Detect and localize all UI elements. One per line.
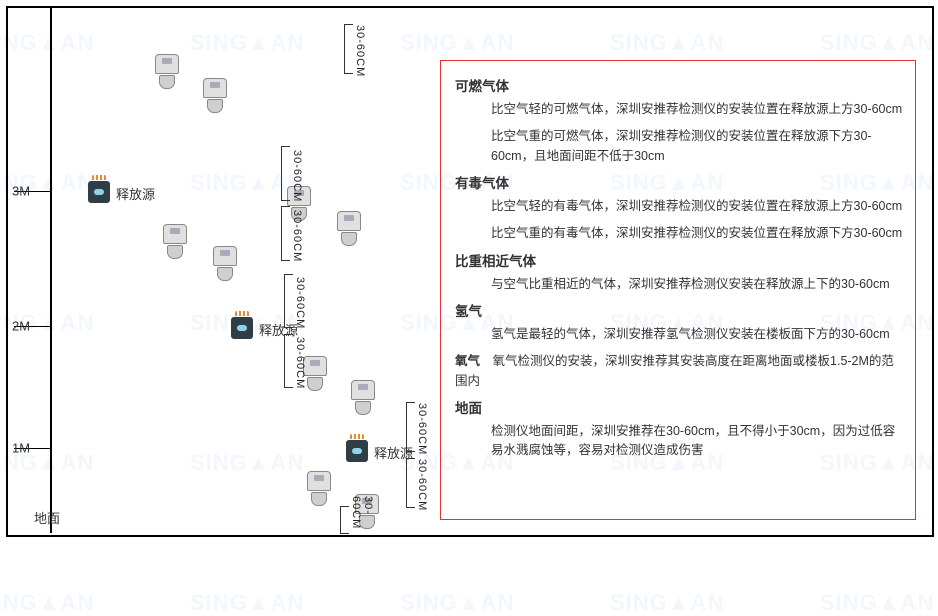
- dimension-label: 30-60CM: [416, 403, 428, 455]
- watermark-text: SING▲AN: [610, 590, 724, 616]
- dimension-bracket: [406, 458, 415, 508]
- dimension-bracket: [281, 206, 290, 261]
- watermark-text: SING▲AN: [0, 590, 94, 616]
- release-source-icon: [88, 181, 110, 203]
- dimension-bracket: [344, 24, 353, 74]
- release-source-label: 释放源: [116, 184, 155, 203]
- y-tick-label: 2M: [12, 319, 30, 334]
- ground-label: 地面: [34, 508, 60, 527]
- detector-icon: [212, 246, 238, 280]
- y-axis: [50, 6, 52, 533]
- dimension-label: 30-60CM: [416, 459, 428, 511]
- watermark-text: SING▲AN: [190, 590, 304, 616]
- detector-icon: [202, 78, 228, 112]
- detector-icon: [350, 380, 376, 414]
- dimension-label: 30-60CM: [294, 337, 306, 389]
- dimension-bracket: [284, 274, 293, 328]
- dimension-label: 30-60CM: [291, 210, 303, 262]
- dimension-label: 30-60CM: [354, 25, 366, 77]
- y-tick-label: 1M: [12, 441, 30, 456]
- detector-icon: [306, 471, 332, 505]
- detector-icon: [154, 54, 180, 88]
- y-tick-label: 3M: [12, 184, 30, 199]
- dimension-label: 30-60CM: [350, 496, 374, 533]
- dimension-bracket: [281, 146, 290, 201]
- watermark-text: SING▲AN: [400, 590, 514, 616]
- detector-icon: [336, 211, 362, 245]
- dimension-label: 30-60CM: [294, 277, 306, 329]
- watermark-text: SING▲AN: [820, 590, 934, 616]
- release-source-icon: [231, 317, 253, 339]
- release-source-icon: [346, 440, 368, 462]
- dimension-bracket: [340, 506, 349, 534]
- detector-icon: [162, 224, 188, 258]
- dimension-bracket: [406, 402, 415, 452]
- drawing-area: 3M2M1M 释放源释放源释放源 30-60CM30-60CM30-60CM30…: [6, 6, 930, 533]
- dimension-label: 30-60CM: [291, 150, 303, 202]
- dimension-bracket: [284, 334, 293, 388]
